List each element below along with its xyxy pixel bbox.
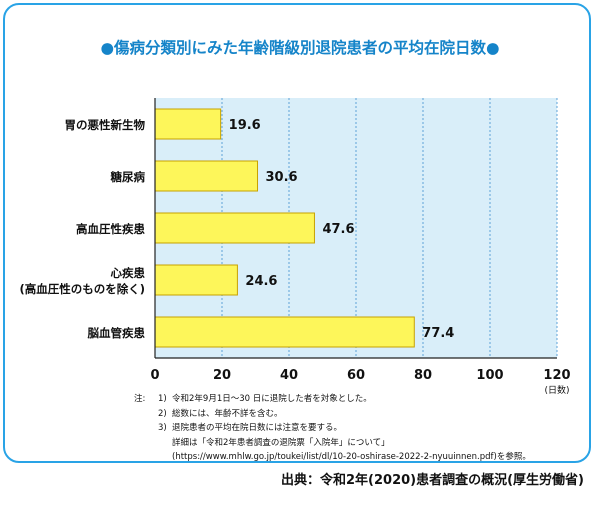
bar <box>154 264 238 296</box>
category-label: 心疾患 <box>111 266 146 280</box>
note-text: 退院患者の平均在院日数には注意を要する。 <box>172 423 343 434</box>
x-tick-label: 0 <box>150 368 159 383</box>
data-label: 30.6 <box>266 170 298 185</box>
data-label: 77.4 <box>422 326 454 341</box>
x-tick-label: 80 <box>414 368 432 383</box>
note-text: 詳細は「令和2年患者調査の退院票「入院年」について」 <box>172 437 390 448</box>
note-row-4: 詳細は「令和2年患者調査の退院票「入院年」について」 <box>134 436 531 451</box>
category-label: (高血圧性のものを除く) <box>19 282 145 296</box>
note-text: (https://www.mhlw.go.jp/toukei/list/dl/1… <box>172 452 531 463</box>
chart-title: ●傷病分類別にみた年齢階級別退院患者の平均在院日数● <box>100 39 500 57</box>
note-number: 2) <box>158 408 167 419</box>
category-label: 高血圧性疾患 <box>76 222 145 236</box>
note-row-3: 3) 退院患者の平均在院日数には注意を要する。 <box>134 421 531 436</box>
note-number <box>158 450 172 465</box>
x-tick-label: 40 <box>280 368 298 383</box>
note-row-1: 注: 1) 令和2年9月1日〜30 日に退院した者を対象とした。 <box>134 392 531 407</box>
source-credit: 出典：令和2年(2020)患者調査の概況(厚生労働省) <box>281 473 584 488</box>
note-number <box>158 436 172 451</box>
notes-lead: 注: <box>134 394 146 404</box>
data-label: 24.6 <box>245 274 277 289</box>
category-label: 胃の悪性新生物 <box>65 118 146 132</box>
data-label: 47.6 <box>322 222 354 237</box>
note-number: 1) <box>158 394 167 404</box>
note-text: 令和2年9月1日〜30 日に退院した者を対象とした。 <box>172 394 372 404</box>
bar <box>154 212 315 244</box>
note-number: 3) <box>158 423 167 434</box>
bar <box>154 108 222 140</box>
x-axis-unit: (日数) <box>544 384 569 396</box>
data-label: 19.6 <box>229 118 261 133</box>
notes: 注: 1) 令和2年9月1日〜30 日に退院した者を対象とした。 2) 総数には… <box>134 392 531 465</box>
x-tick-label: 20 <box>213 368 231 383</box>
x-tick-label: 120 <box>543 368 570 383</box>
bar <box>154 316 415 348</box>
bar <box>154 160 259 192</box>
note-text: 総数には、年齢不詳を含む。 <box>172 408 283 419</box>
note-row-2: 2) 総数には、年齢不詳を含む。 <box>134 407 531 422</box>
category-label: 脳血管疾患 <box>88 326 146 340</box>
x-tick-label: 60 <box>347 368 365 383</box>
note-row-5: (https://www.mhlw.go.jp/toukei/list/dl/1… <box>134 450 531 465</box>
x-tick-label: 100 <box>476 368 503 383</box>
category-label: 糖尿病 <box>111 170 146 184</box>
